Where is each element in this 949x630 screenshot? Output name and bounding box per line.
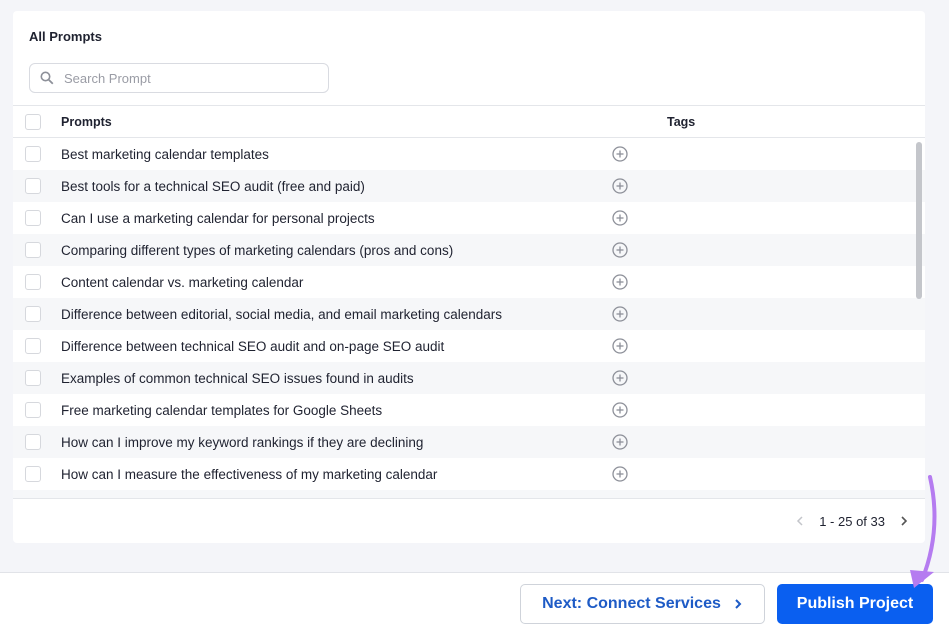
prompts-card: All Prompts Prompts Tags Best marketing … <box>13 11 925 543</box>
row-checkbox[interactable] <box>25 306 41 322</box>
prompt-text: Comparing different types of marketing c… <box>61 242 454 258</box>
row-checkbox[interactable] <box>25 242 41 258</box>
pagination-label: 1 - 25 of 33 <box>819 513 885 529</box>
row-checkbox[interactable] <box>25 178 41 194</box>
chevron-right-icon[interactable] <box>899 515 909 527</box>
table-header: Prompts Tags <box>13 105 925 138</box>
row-checkbox[interactable] <box>25 370 41 386</box>
prompt-text: Difference between technical SEO audit a… <box>61 338 445 354</box>
add-tag-icon[interactable] <box>612 402 628 418</box>
table-row[interactable]: Free marketing calendar templates for Go… <box>13 394 925 426</box>
prompt-text: Examples of common technical SEO issues … <box>61 370 414 386</box>
row-checkbox[interactable] <box>25 402 41 418</box>
table-body: Best marketing calendar templates Best to… <box>13 138 925 498</box>
table-row[interactable]: Can I use a marketing calendar for perso… <box>13 202 925 234</box>
table-row[interactable]: Best marketing calendar templates <box>13 138 925 170</box>
table-row[interactable]: Difference between editorial, social med… <box>13 298 925 330</box>
prompt-text: Difference between editorial, social med… <box>61 306 502 322</box>
table-row[interactable] <box>13 490 925 498</box>
select-all-checkbox[interactable] <box>25 113 41 130</box>
next-connect-services-button[interactable]: Next: Connect Services <box>520 584 765 624</box>
add-tag-icon[interactable] <box>612 370 628 386</box>
column-header-prompts: Prompts <box>61 114 112 129</box>
next-button-label: Next: Connect Services <box>542 595 721 612</box>
table-row[interactable]: How can I improve my keyword rankings if… <box>13 426 925 458</box>
search-field[interactable] <box>29 63 329 93</box>
add-tag-icon[interactable] <box>612 274 628 290</box>
table-row[interactable]: Content calendar vs. marketing calendar <box>13 266 925 298</box>
search-input[interactable] <box>64 70 304 86</box>
add-tag-icon[interactable] <box>612 306 628 322</box>
prompt-text: How can I measure the effectiveness of m… <box>61 466 438 482</box>
table-row[interactable]: Examples of common technical SEO issues … <box>13 362 925 394</box>
table-row[interactable]: Difference between technical SEO audit a… <box>13 330 925 362</box>
pagination: 1 - 25 of 33 <box>13 498 925 543</box>
card-title: All Prompts <box>29 29 102 44</box>
prompt-text: Free marketing calendar templates for Go… <box>61 402 383 418</box>
table-row[interactable]: How can I measure the effectiveness of m… <box>13 458 925 490</box>
table-row[interactable]: Best tools for a technical SEO audit (fr… <box>13 170 925 202</box>
row-checkbox[interactable] <box>25 146 41 162</box>
prompt-text: Content calendar vs. marketing calendar <box>61 274 304 290</box>
publish-project-button[interactable]: Publish Project <box>777 584 933 624</box>
column-header-tags: Tags <box>667 114 696 129</box>
prompt-text: Can I use a marketing calendar for perso… <box>61 210 375 226</box>
footer-bar: Next: Connect Services Publish Project <box>0 572 949 630</box>
chevron-right-icon <box>735 599 742 609</box>
row-checkbox[interactable] <box>25 466 41 482</box>
row-checkbox[interactable] <box>25 434 41 450</box>
row-checkbox[interactable] <box>25 210 41 226</box>
prompt-text: Best tools for a technical SEO audit (fr… <box>61 178 365 194</box>
row-checkbox[interactable] <box>25 274 41 290</box>
add-tag-icon[interactable] <box>612 210 628 226</box>
add-tag-icon[interactable] <box>612 146 628 162</box>
add-tag-icon[interactable] <box>612 338 628 354</box>
prompt-text: How can I improve my keyword rankings if… <box>61 434 424 450</box>
prompt-text: Best marketing calendar templates <box>61 146 269 162</box>
table-row[interactable]: Comparing different types of marketing c… <box>13 234 925 266</box>
chevron-left-icon[interactable] <box>795 515 805 527</box>
add-tag-icon[interactable] <box>612 434 628 450</box>
add-tag-icon[interactable] <box>612 466 628 482</box>
row-checkbox[interactable] <box>25 338 41 354</box>
add-tag-icon[interactable] <box>612 178 628 194</box>
search-icon <box>40 71 54 85</box>
add-tag-icon[interactable] <box>612 242 628 258</box>
scrollbar[interactable] <box>916 142 922 299</box>
